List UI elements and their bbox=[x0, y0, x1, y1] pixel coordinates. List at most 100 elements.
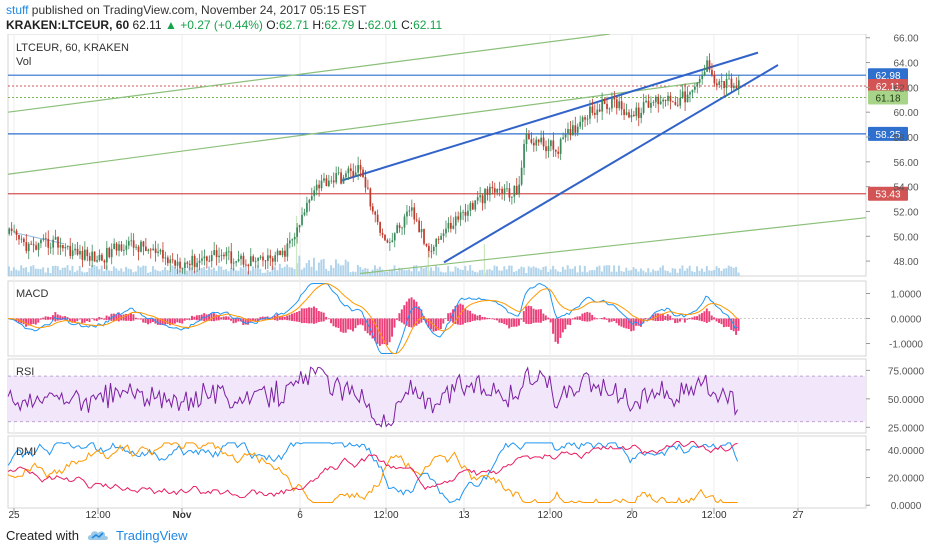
volume-bar bbox=[374, 265, 376, 276]
volume-bar bbox=[34, 268, 37, 276]
macd-histogram-bar bbox=[339, 318, 342, 332]
volume-bar bbox=[210, 269, 213, 276]
macd-histogram-bar bbox=[569, 318, 572, 326]
candle-body bbox=[125, 245, 128, 250]
candle-body bbox=[264, 260, 267, 262]
volume-bar bbox=[242, 268, 245, 276]
volume-bar bbox=[703, 271, 706, 276]
candle-body bbox=[249, 256, 252, 267]
candle-body bbox=[281, 250, 284, 256]
volume-bar bbox=[527, 266, 530, 276]
volume-bar bbox=[188, 266, 191, 276]
volume-bar bbox=[156, 270, 159, 276]
up-arrow-icon: ▲ bbox=[164, 18, 177, 32]
candle-body bbox=[337, 172, 340, 174]
volume-bar bbox=[481, 269, 484, 276]
volume-bar bbox=[520, 266, 523, 276]
time-axis-label: 12:00 bbox=[85, 510, 110, 520]
candle-body bbox=[220, 254, 223, 256]
candle-body bbox=[384, 234, 386, 241]
candle-body bbox=[730, 78, 733, 88]
time-axis-label: 6 bbox=[297, 510, 303, 520]
macd-histogram-bar bbox=[261, 316, 264, 320]
volume-bar bbox=[273, 266, 276, 276]
volume-bar bbox=[110, 271, 113, 276]
volume-bar bbox=[439, 271, 442, 276]
volume-bar bbox=[281, 267, 284, 276]
volume-bar bbox=[503, 266, 506, 276]
volume-bar bbox=[474, 271, 476, 276]
tradingview-brand-link[interactable]: TradingView bbox=[116, 528, 188, 543]
candle-body bbox=[120, 244, 123, 251]
volume-bar bbox=[115, 268, 118, 276]
candle-body bbox=[528, 134, 530, 140]
volume-bar bbox=[649, 272, 652, 276]
macd-histogram-bar bbox=[517, 318, 520, 326]
volume-bar bbox=[178, 270, 181, 276]
volume-bar bbox=[337, 263, 340, 276]
volume-bar bbox=[132, 272, 135, 276]
volume-bar bbox=[198, 268, 201, 276]
volume-bar bbox=[513, 271, 516, 276]
candle-body bbox=[291, 239, 294, 241]
candle-body bbox=[508, 188, 511, 198]
candle-body bbox=[457, 216, 460, 220]
macd-histogram-bar bbox=[200, 314, 203, 321]
macd-histogram-bar bbox=[176, 318, 179, 323]
macd-histogram-bar bbox=[549, 318, 552, 323]
volume-bar bbox=[313, 257, 315, 276]
candle-body bbox=[218, 255, 220, 258]
volume-bar bbox=[339, 265, 342, 276]
volume-bar bbox=[605, 265, 608, 276]
volume-bar bbox=[76, 270, 79, 276]
candle-body bbox=[501, 188, 503, 194]
volume-bar bbox=[586, 272, 589, 276]
macd-histogram-bar bbox=[442, 318, 445, 324]
volume-bar bbox=[254, 269, 257, 276]
candle-body bbox=[313, 190, 316, 197]
time-axis-label: 13 bbox=[458, 510, 470, 520]
candle-body bbox=[193, 255, 196, 268]
macd-histogram-bar bbox=[405, 301, 408, 326]
candle-body bbox=[223, 254, 225, 257]
volume-bar bbox=[381, 269, 384, 276]
macd-histogram-bar bbox=[698, 314, 701, 321]
volume-bar bbox=[310, 266, 313, 276]
candle-body bbox=[25, 242, 28, 252]
candle-body bbox=[720, 81, 723, 82]
candle-body bbox=[62, 245, 64, 249]
macd-histogram-bar bbox=[681, 318, 684, 320]
candle-body bbox=[340, 172, 342, 184]
macd-histogram-bar bbox=[308, 307, 311, 324]
candle-body bbox=[206, 256, 208, 261]
macd-histogram-bar bbox=[408, 298, 411, 327]
macd-histogram-bar bbox=[576, 316, 579, 320]
volume-bar bbox=[122, 271, 125, 276]
candle-body bbox=[44, 238, 47, 240]
volume-bar bbox=[410, 271, 413, 276]
macd-histogram-bar bbox=[522, 311, 525, 322]
published-text: published on TradingView.com, November 2… bbox=[28, 3, 367, 17]
volume-bar bbox=[383, 271, 386, 276]
volume-bar bbox=[613, 265, 616, 276]
tradingview-cloud-icon[interactable] bbox=[86, 528, 110, 542]
macd-histogram-bar bbox=[310, 307, 313, 324]
macd-histogram-bar bbox=[139, 318, 142, 320]
candle-body bbox=[554, 149, 557, 152]
candle-body bbox=[579, 121, 582, 127]
macd-histogram-bar bbox=[88, 318, 91, 323]
macd-histogram-bar bbox=[66, 317, 69, 320]
volume-bar bbox=[710, 270, 713, 276]
macd-histogram-bar bbox=[557, 318, 559, 344]
candle-body bbox=[564, 134, 567, 138]
author-link[interactable]: stuff bbox=[6, 3, 29, 17]
candle-body bbox=[686, 94, 689, 103]
candle-body bbox=[47, 238, 50, 248]
candle-body bbox=[164, 257, 167, 259]
candle-body bbox=[654, 96, 657, 103]
candle-body bbox=[267, 255, 269, 261]
volume-bar bbox=[630, 270, 633, 276]
candle-body bbox=[484, 188, 486, 204]
volume-bar bbox=[225, 269, 228, 276]
